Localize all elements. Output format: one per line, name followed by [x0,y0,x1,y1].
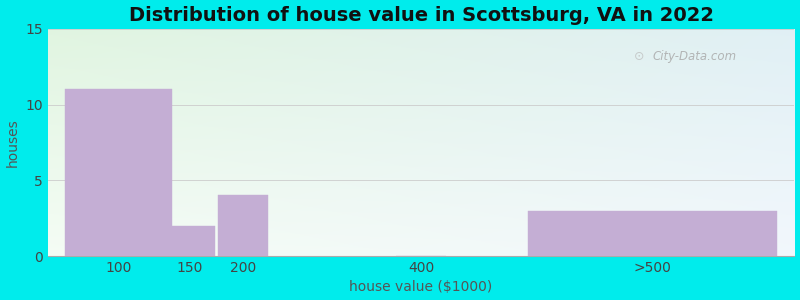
Title: Distribution of house value in Scottsburg, VA in 2022: Distribution of house value in Scottsbur… [129,6,714,25]
Bar [218,196,268,256]
Bar [165,226,214,256]
X-axis label: house value ($1000): house value ($1000) [350,280,493,294]
Bar [528,211,777,256]
Text: City-Data.com: City-Data.com [653,50,737,63]
Y-axis label: houses: houses [6,118,19,167]
Text: ⊙: ⊙ [634,50,644,63]
Bar [66,89,172,256]
